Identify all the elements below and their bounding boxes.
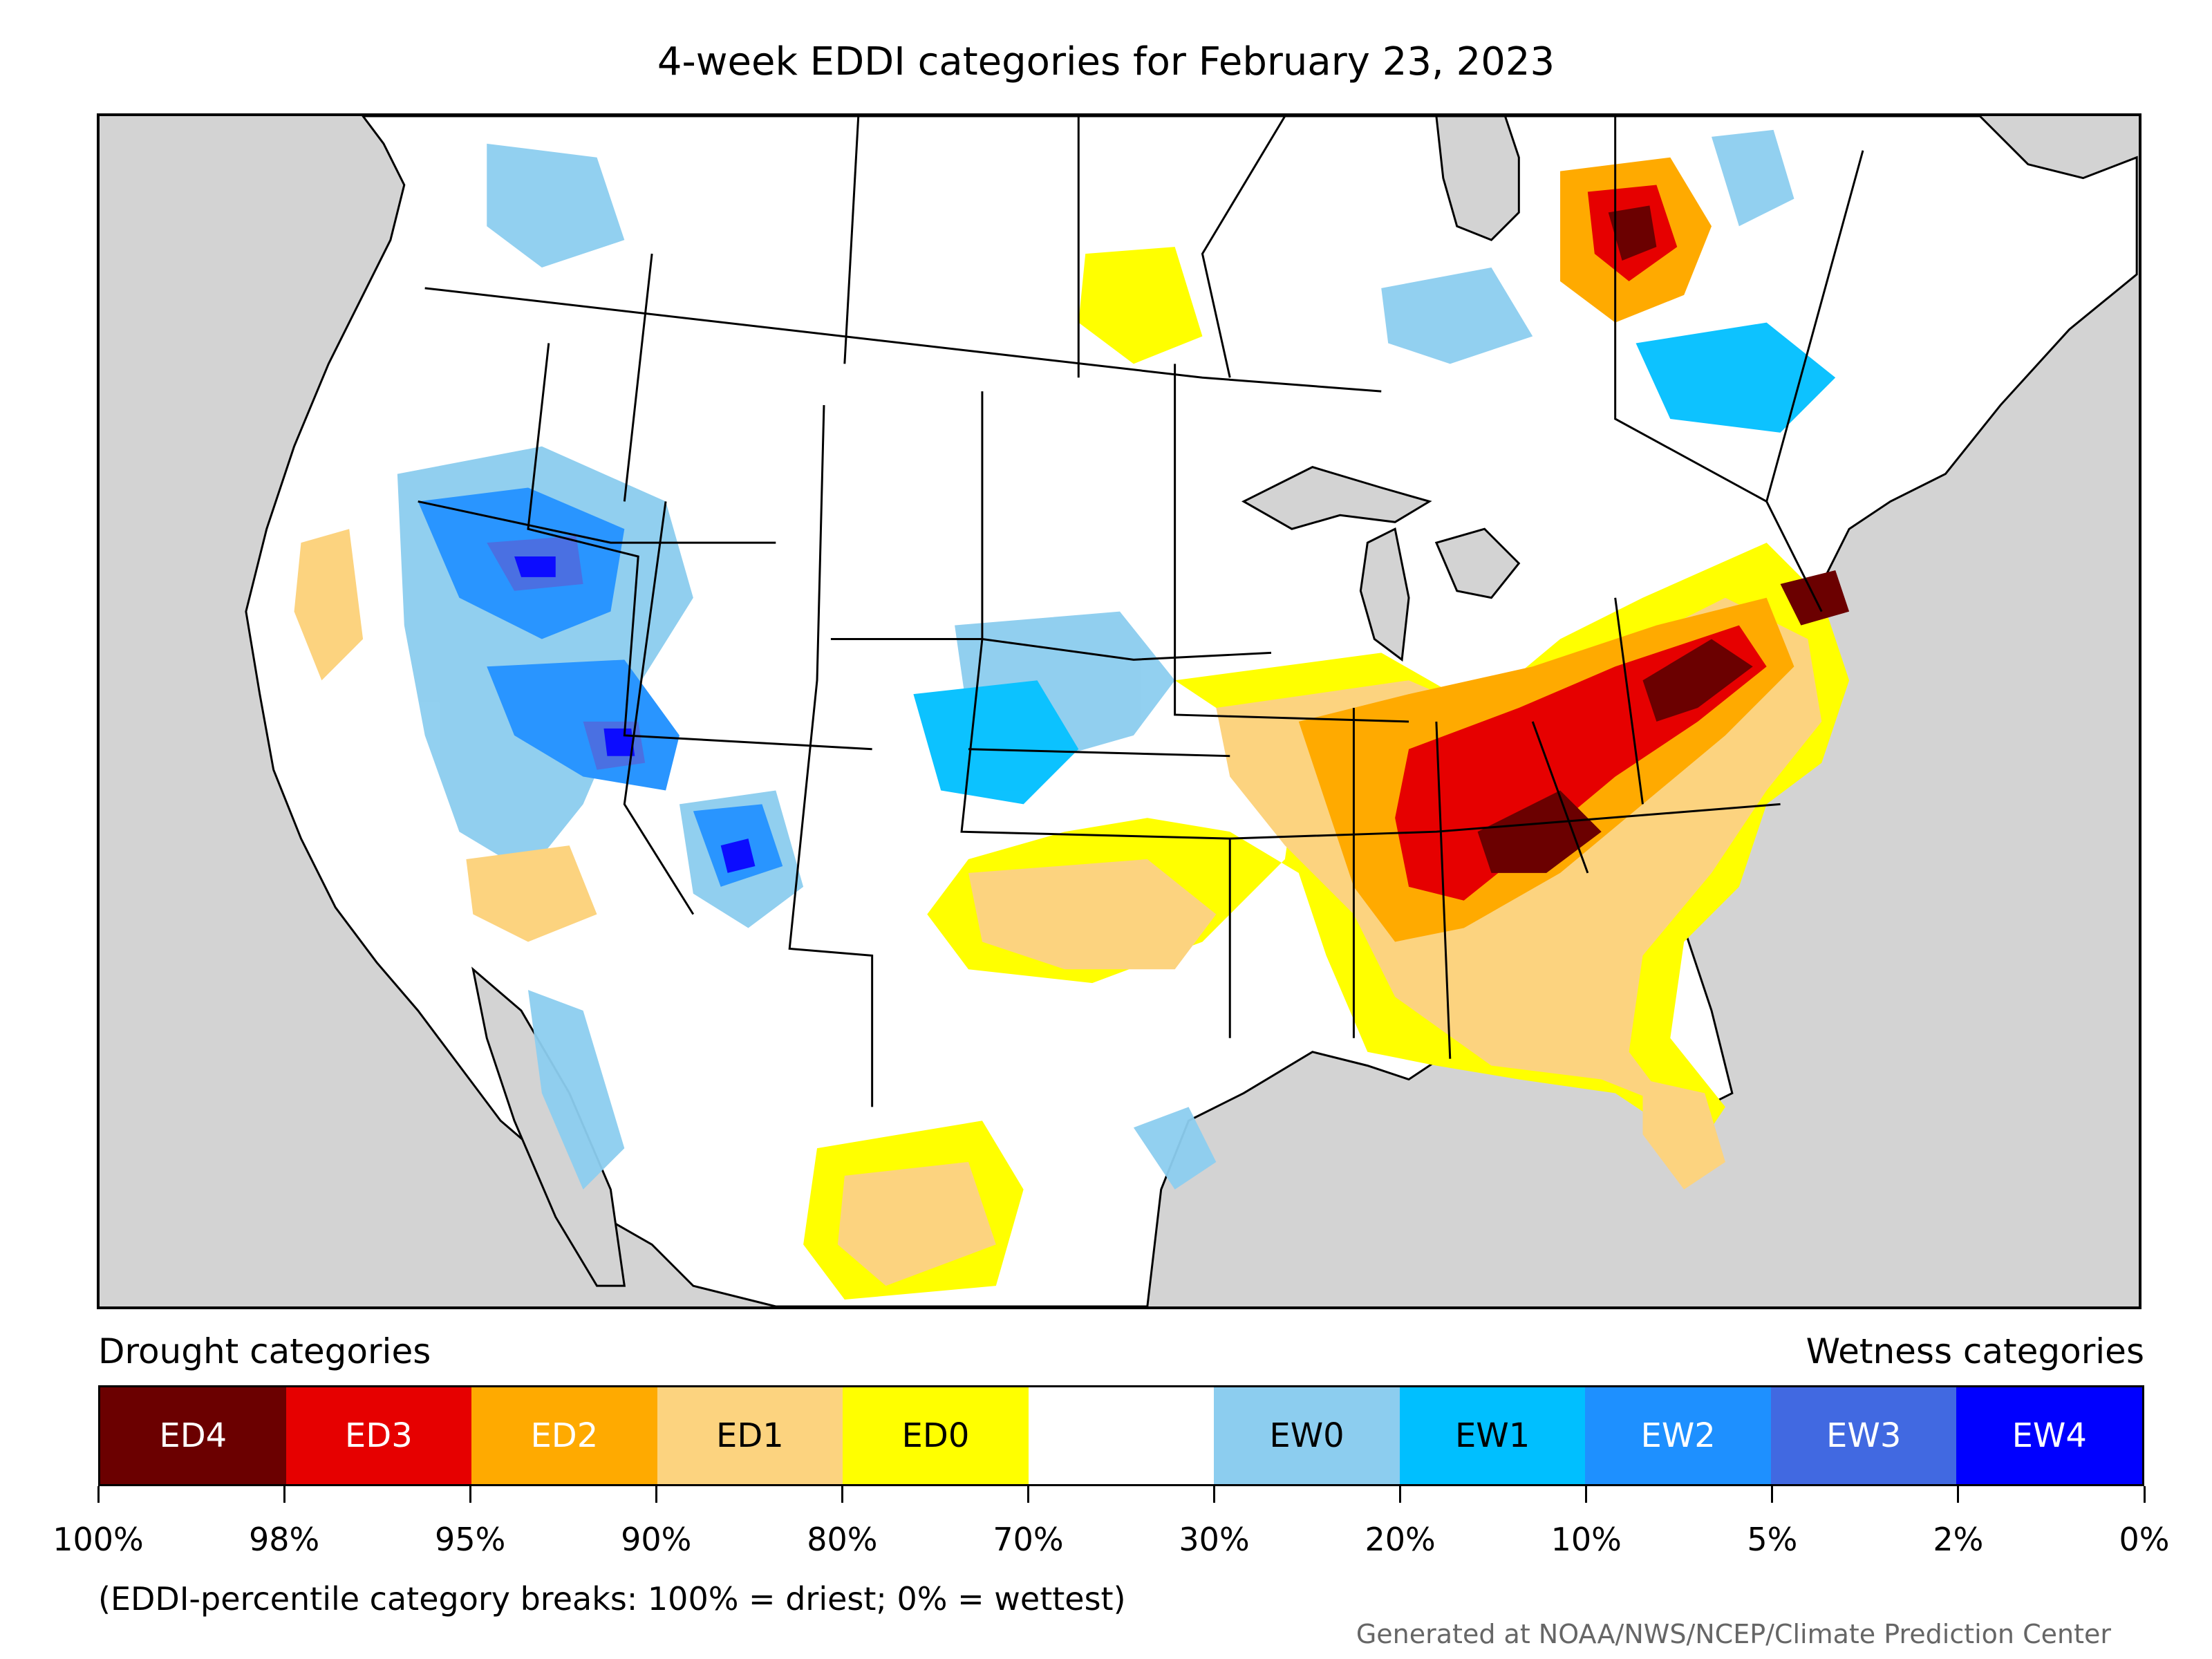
colorbar-tick-label: 30% — [1179, 1521, 1250, 1558]
category-swatch-ed1: ED1 — [657, 1387, 843, 1484]
map-title: 4-week EDDI categories for February 23, … — [657, 39, 1555, 84]
colorbar-tick — [283, 1486, 285, 1503]
colorbar-tick — [1399, 1486, 1402, 1503]
category-swatch-ed4: ED4 — [100, 1387, 286, 1484]
credit-line: Generated at NOAA/NWS/NCEP/Climate Predi… — [1356, 1619, 2111, 1649]
political-borders — [418, 116, 1864, 1107]
colorbar-tick-label: 80% — [807, 1521, 878, 1558]
colorbar-tick — [2143, 1486, 2146, 1503]
colorbar-tick-label: 100% — [53, 1521, 144, 1558]
colorbar-tick — [655, 1486, 657, 1503]
category-swatch-ed0: ED0 — [843, 1387, 1029, 1484]
colorbar-tick-label: 20% — [1365, 1521, 1436, 1558]
colorbar-tick-label: 98% — [248, 1521, 320, 1558]
colorbar-tick — [97, 1486, 100, 1503]
category-swatch-ed3: ED3 — [285, 1387, 472, 1484]
category-swatch-ew0: EW0 — [1214, 1387, 1400, 1484]
colorbar-tick — [1027, 1486, 1029, 1503]
category-swatch-ew1: EW1 — [1399, 1387, 1586, 1484]
category-breaks-note: (EDDI-percentile category breaks: 100% =… — [98, 1580, 1126, 1618]
drought-categories-heading: Drought categories — [98, 1331, 431, 1371]
colorbar-tick-label: 70% — [993, 1521, 1064, 1558]
colorbar-tick — [1213, 1486, 1216, 1503]
colorbar-tick-label: 10% — [1550, 1521, 1622, 1558]
category-colorbar: ED4 ED3 ED2 ED1 ED0 EW0 EW1 EW2 EW3 EW4 — [98, 1385, 2144, 1486]
colorbar-tick-label: 95% — [435, 1521, 506, 1558]
category-swatch-ew3: EW3 — [1770, 1387, 1957, 1484]
colorbar-tick — [1771, 1486, 1774, 1503]
dry-areas — [294, 157, 1850, 1300]
wet-areas — [397, 129, 1836, 1190]
colorbar-tick-label: 5% — [1747, 1521, 1798, 1558]
colorbar-tick — [1957, 1486, 1960, 1503]
category-swatch-ed2: ED2 — [471, 1387, 657, 1484]
eddi-map — [97, 113, 2141, 1309]
colorbar-tick-label: 90% — [621, 1521, 692, 1558]
colorbar-tick-label: 0% — [2119, 1521, 2170, 1558]
category-swatch-ew4: EW4 — [1956, 1387, 2143, 1484]
category-swatch-normal — [1028, 1387, 1215, 1484]
colorbar-tick — [1585, 1486, 1588, 1503]
colorbar-tick-label: 2% — [1933, 1521, 1984, 1558]
colorbar-ticks — [97, 1486, 2146, 1507]
colorbar-tick — [469, 1486, 471, 1503]
category-swatch-ew2: EW2 — [1585, 1387, 1771, 1484]
colorbar-tick — [841, 1486, 843, 1503]
wetness-categories-heading: Wetness categories — [1806, 1331, 2144, 1371]
